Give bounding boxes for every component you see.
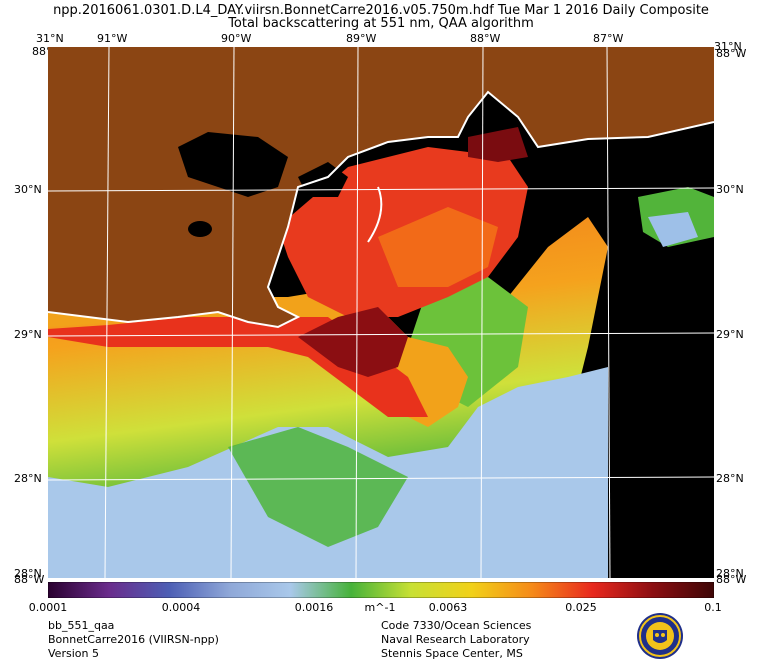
- lake-small: [188, 221, 212, 237]
- darkred-core: [298, 307, 408, 377]
- colorbar-tick-5: 0.1: [704, 601, 722, 614]
- lat-label-top-left: 31°N: [36, 32, 64, 45]
- version: Version 5: [48, 647, 99, 660]
- lon-label-87: 87°W: [593, 32, 624, 45]
- lon-label-88: 88°W: [470, 32, 501, 45]
- lat-label-28-right: 28°N: [716, 472, 744, 485]
- green-band: [228, 427, 408, 547]
- image-subtitle: Total backscattering at 551 nm, QAA algo…: [228, 16, 534, 31]
- lon-label-bottom-left: 88°W: [14, 573, 45, 586]
- region-sensor: BonnetCarre2016 (VIIRSN-npp): [48, 633, 219, 646]
- lat-label-30: 30°N: [14, 183, 42, 196]
- lat-label-29-right: 29°N: [716, 328, 744, 341]
- land: [48, 47, 714, 327]
- coastline: [48, 90, 714, 329]
- lat-label-top-right: 31°N: [714, 40, 742, 53]
- lon-label-90: 90°W: [221, 32, 252, 45]
- image-title: npp.2016061.0301.D.L4_DAY.viirsn.BonnetC…: [53, 3, 709, 18]
- lat-label-30-right: 30°N: [716, 183, 744, 196]
- colorbar-tick-3: 0.0063: [428, 601, 468, 614]
- lat-label-29: 29°N: [14, 328, 42, 341]
- org-location: Stennis Space Center, MS: [381, 647, 523, 660]
- lon-label-top-right: 88°W: [716, 47, 747, 60]
- org-name: Naval Research Laboratory: [381, 633, 530, 646]
- lat-label-bottom-left: 28°N: [14, 567, 42, 580]
- lon-label-89: 89°W: [346, 32, 377, 45]
- lon-label-bottom-right: 88°W: [716, 573, 747, 586]
- colorbar-unit: m^-1: [364, 601, 396, 614]
- lat-label-28: 28°N: [14, 472, 42, 485]
- chandeleur-islands: [367, 186, 383, 243]
- graticule: [48, 47, 714, 578]
- blue-east-patch: [648, 212, 698, 247]
- org-code: Code 7330/Ocean Sciences: [381, 619, 532, 632]
- product-name: bb_551_qaa: [48, 619, 115, 632]
- lon-label-91: 91°W: [97, 32, 128, 45]
- colorbar-tick-2: 0.0016: [294, 601, 334, 614]
- colorbar-tick-1: 0.0004: [161, 601, 201, 614]
- backscatter-map: [48, 47, 714, 578]
- colorbar-tick-0: 0.0001: [28, 601, 68, 614]
- lat-label-bottom-right: 28°N: [716, 567, 744, 580]
- nrl-seal-logo: [637, 613, 683, 659]
- orange-nearshore: [378, 207, 498, 287]
- colorbar: [48, 582, 714, 598]
- colorbar-tick-4: 0.025: [565, 601, 597, 614]
